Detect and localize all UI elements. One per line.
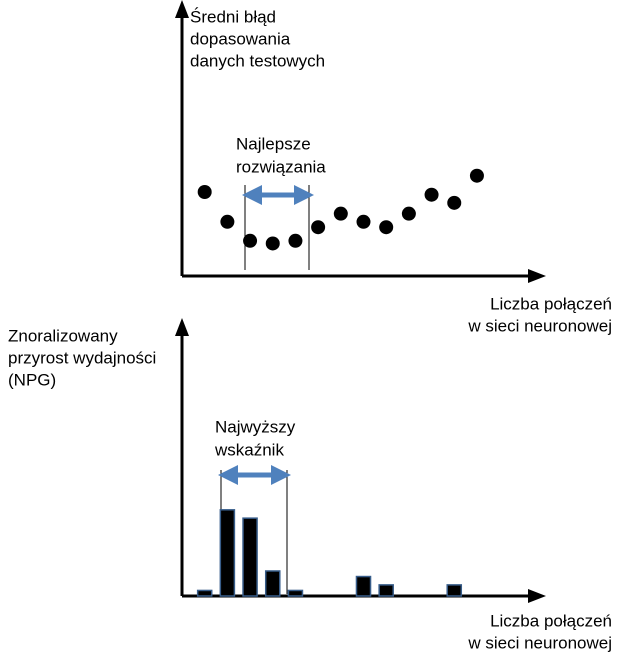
x-axis-label: Liczba połączeń bbox=[490, 294, 612, 313]
bar bbox=[355, 575, 372, 597]
annotation: Najwyższy bbox=[215, 417, 296, 436]
point bbox=[311, 220, 326, 235]
y-axis-label: przyrost wydajności bbox=[8, 348, 156, 367]
bar bbox=[378, 584, 394, 597]
y-axis-label: (NPG) bbox=[8, 370, 56, 389]
point bbox=[469, 168, 484, 183]
bar bbox=[196, 589, 213, 597]
x-axis-label: Liczba połączeń bbox=[490, 611, 612, 630]
bar bbox=[264, 570, 281, 597]
annotation: Najlepsze bbox=[236, 134, 311, 153]
bar bbox=[446, 584, 463, 597]
point bbox=[356, 214, 371, 229]
annotation: rozwiązania bbox=[236, 157, 326, 176]
y-axis-label: danych testowych bbox=[190, 51, 325, 70]
point bbox=[197, 184, 212, 199]
x-axis-label: w sieci neuronowej bbox=[467, 633, 612, 652]
point bbox=[447, 195, 462, 210]
point bbox=[220, 214, 235, 229]
y-axis-label: dopasowania bbox=[190, 29, 291, 48]
x-axis-label: w sieci neuronowej bbox=[467, 316, 612, 335]
point bbox=[401, 206, 416, 221]
bar bbox=[242, 517, 258, 597]
y-axis-label: Średni błąd bbox=[190, 7, 276, 26]
point bbox=[265, 236, 280, 251]
annotation-bracket bbox=[242, 185, 314, 270]
point bbox=[424, 187, 439, 202]
y-axis-label: Znoralizowany bbox=[8, 326, 118, 345]
axes bbox=[175, 0, 546, 283]
point bbox=[379, 220, 394, 235]
point bbox=[288, 233, 303, 248]
annotation: wskaźnik bbox=[214, 440, 284, 459]
bar bbox=[287, 589, 304, 597]
bar bbox=[219, 509, 236, 597]
point bbox=[243, 233, 258, 248]
point bbox=[333, 206, 348, 221]
